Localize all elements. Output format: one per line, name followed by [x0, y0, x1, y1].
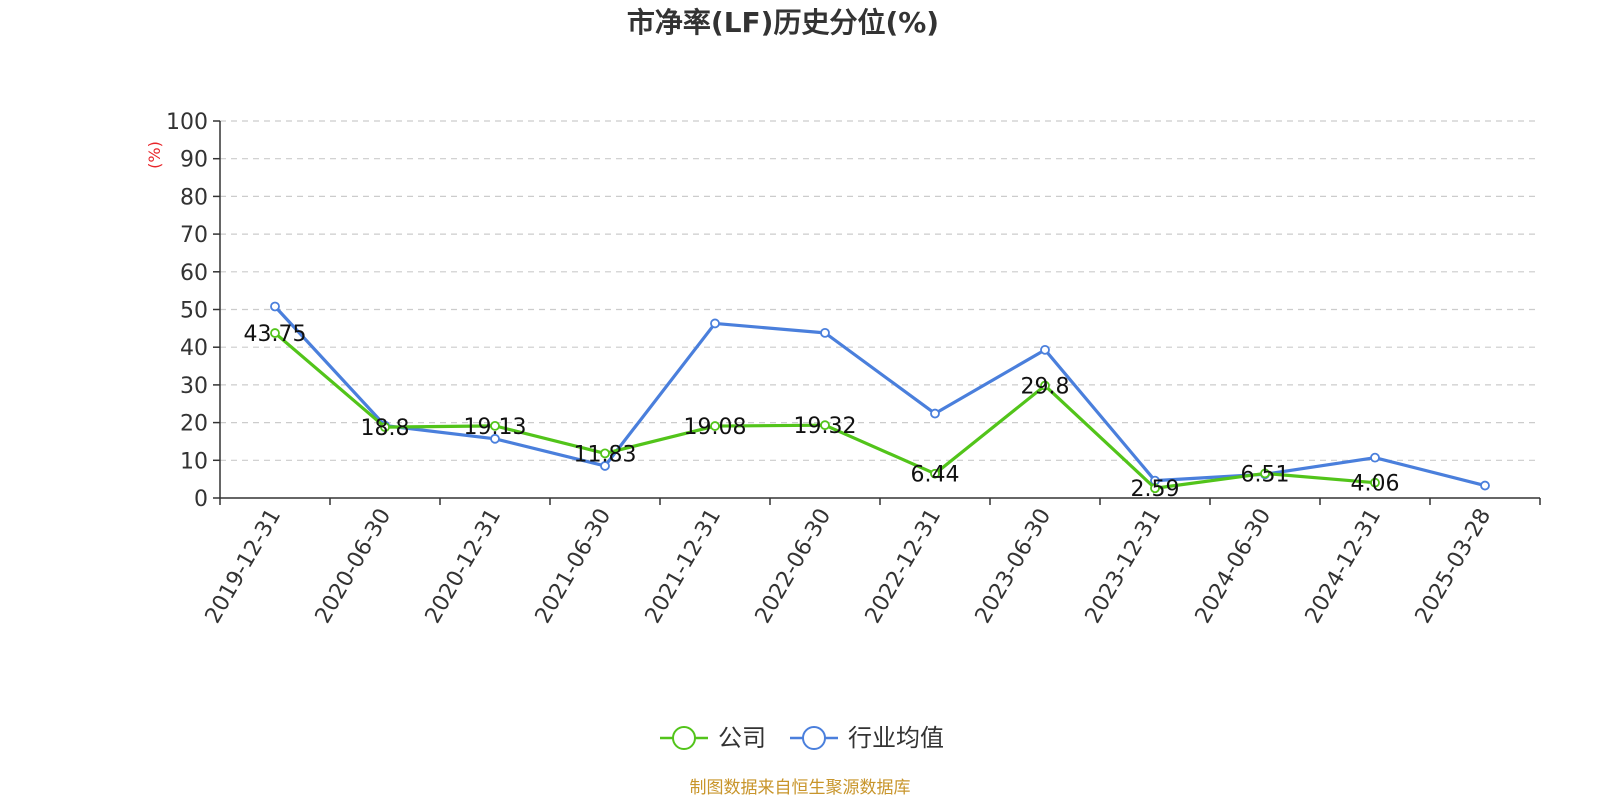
chart-title: 市净率(LF)历史分位(%)	[627, 6, 939, 39]
data-label-company-2019-12-31: 43.75	[244, 322, 307, 347]
legend-company-marker	[672, 726, 696, 750]
point-industry-2023-06-30	[1040, 344, 1050, 355]
data-label-company-2021-06-30: 11.83	[574, 442, 637, 467]
x-tick-label-2023-12-31: 2023-12-31	[1081, 505, 1167, 628]
data-label-company-2021-12-31: 19.08	[684, 415, 747, 440]
y-tick-label-70: 70	[180, 223, 208, 248]
point-company-2023-06-30	[1040, 380, 1050, 391]
y-tick-label-90: 90	[180, 148, 208, 173]
y-tick-label-0: 0	[194, 487, 208, 512]
point-company-2019-12-31	[270, 328, 280, 338]
data-label-company-2022-06-30: 19.32	[794, 414, 857, 439]
legend-industry-marker	[802, 726, 826, 750]
point-company-2020-06-30	[380, 422, 390, 433]
point-industry-2022-12-31	[930, 408, 940, 419]
series-lines	[270, 301, 1490, 494]
data-label-company-2022-12-31: 6.44	[911, 463, 960, 488]
point-industry-2025-03-28	[1480, 480, 1490, 491]
point-company-2022-06-30	[820, 420, 830, 431]
data-label-company-2020-06-30: 18.8	[361, 416, 410, 441]
data-label-company-2023-12-31: 2.59	[1131, 477, 1180, 502]
series-line-industry	[273, 305, 1486, 488]
legend-item-industry[interactable]: 行业均值	[790, 724, 944, 752]
legend-company-label: 公司	[718, 724, 766, 752]
legend-industry-label: 行业均值	[848, 724, 944, 752]
y-tick-label-100: 100	[166, 110, 208, 135]
point-company-2021-06-30	[600, 448, 610, 459]
x-tick-label-2020-12-31: 2020-12-31	[421, 505, 507, 628]
x-tick-label-2023-06-30: 2023-06-30	[971, 505, 1057, 628]
point-industry-2021-12-31	[710, 318, 720, 329]
x-tick-label-2024-06-30: 2024-06-30	[1191, 505, 1277, 628]
y-axis-unit-label: (%)	[145, 141, 164, 169]
x-tick-label-2022-06-30: 2022-06-30	[751, 505, 837, 628]
point-industry-2024-12-31	[1370, 452, 1380, 463]
legend[interactable]: 公司 行业均值	[660, 724, 944, 752]
point-company-2022-12-31	[930, 468, 940, 479]
legend-item-company[interactable]: 公司	[660, 724, 766, 752]
x-tick-label-2021-12-31: 2021-12-31	[641, 505, 727, 628]
point-company-2024-12-31	[1370, 477, 1380, 488]
y-tick-label-30: 30	[180, 374, 208, 399]
y-tick-label-50: 50	[180, 299, 208, 324]
point-industry-2019-12-31	[270, 301, 280, 312]
data-label-company-2023-06-30: 29.8	[1021, 375, 1070, 400]
x-tick-label-2022-12-31: 2022-12-31	[861, 505, 947, 628]
x-tick-label-2025-03-28: 2025-03-28	[1411, 505, 1497, 628]
point-industry-2021-06-30	[600, 461, 610, 471]
data-label-company-2024-06-30: 6.51	[1241, 462, 1290, 487]
x-tick-label-2021-06-30: 2021-06-30	[531, 505, 617, 628]
y-tick-label-80: 80	[180, 185, 208, 210]
point-company-2021-12-31	[710, 421, 720, 431]
point-company-2024-06-30	[1260, 468, 1270, 479]
grid-lines	[220, 120, 1540, 461]
point-company-2023-12-31	[1150, 483, 1160, 494]
data-labels: 43.75 18.8 19.13 11.83 19.08 19.32 6.44 29.8 2.5…	[244, 322, 1400, 502]
data-label-company-2024-12-31: 4.06	[1351, 472, 1400, 497]
y-tick-label-40: 40	[180, 336, 208, 361]
data-source-note: 制图数据来自恒生聚源数据库	[690, 778, 911, 798]
point-company-2020-12-31	[490, 420, 500, 431]
point-industry-2022-06-30	[820, 327, 830, 338]
series-line-company	[273, 331, 1376, 490]
axes: 0 10 20 30 40 50 60 70 80 90 100 2019-12-31 2020-06-…	[166, 110, 1541, 628]
y-tick-label-60: 60	[180, 261, 208, 286]
y-tick-label-10: 10	[180, 449, 208, 474]
x-tick-label-2024-12-31: 2024-12-31	[1301, 505, 1387, 628]
x-tick-label-2020-06-30: 2020-06-30	[311, 505, 397, 628]
point-industry-2020-12-31	[490, 433, 500, 444]
data-label-company-2020-12-31: 19.13	[464, 415, 527, 440]
x-tick-label-2019-12-31: 2019-12-31	[201, 505, 287, 628]
y-tick-label-20: 20	[180, 412, 208, 437]
